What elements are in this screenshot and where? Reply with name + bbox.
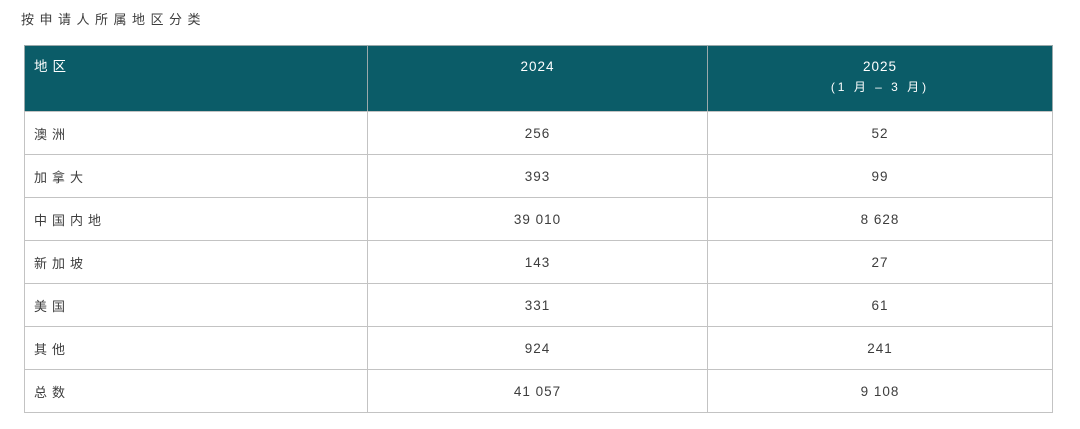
header-cell-region: 地区 [24, 45, 368, 112]
value-2025-cell: 99 [707, 154, 1053, 198]
header-cell-2025: 2025 (1 月 – 3 月) [707, 45, 1053, 112]
region-cell: 美国 [24, 283, 368, 327]
table-row: 加拿大 393 99 [24, 154, 1053, 198]
page: 按申请人所属地区分类 地区 2024 2025 (1 月 – 3 月) 澳洲 2… [0, 9, 1080, 413]
value-2024-cell: 41 057 [367, 369, 708, 413]
table-row: 澳洲 256 52 [24, 111, 1053, 155]
value-2025-cell: 8 628 [707, 197, 1053, 241]
header-2025-period: (1 月 – 3 月) [830, 80, 930, 94]
region-cell: 中国内地 [24, 197, 368, 241]
value-2025-cell: 61 [707, 283, 1053, 327]
value-2024-cell: 256 [367, 111, 708, 155]
region-cell: 新加坡 [24, 240, 368, 284]
region-stats-table: 地区 2024 2025 (1 月 – 3 月) 澳洲 256 52 加拿大 3… [24, 45, 1053, 413]
table-row-total: 总数 41 057 9 108 [24, 369, 1053, 413]
region-cell: 总数 [24, 369, 368, 413]
value-2024-cell: 143 [367, 240, 708, 284]
region-cell: 加拿大 [24, 154, 368, 198]
value-2025-cell: 52 [707, 111, 1053, 155]
table-row: 其他 924 241 [24, 326, 1053, 370]
header-row: 地区 2024 2025 (1 月 – 3 月) [24, 45, 1053, 112]
table-row: 中国内地 39 010 8 628 [24, 197, 1053, 241]
value-2024-cell: 924 [367, 326, 708, 370]
table-header: 地区 2024 2025 (1 月 – 3 月) [24, 45, 1053, 112]
region-cell: 其他 [24, 326, 368, 370]
table-row: 新加坡 143 27 [24, 240, 1053, 284]
header-2025-year: 2025 [862, 59, 898, 74]
table-caption: 按申请人所属地区分类 [21, 12, 207, 27]
value-2024-cell: 39 010 [367, 197, 708, 241]
region-cell: 澳洲 [24, 111, 368, 155]
header-cell-2024: 2024 [367, 45, 708, 112]
table-row: 美国 331 61 [24, 283, 1053, 327]
table-body: 澳洲 256 52 加拿大 393 99 中国内地 39 010 8 628 新… [24, 111, 1053, 413]
value-2024-cell: 393 [367, 154, 708, 198]
value-2025-cell: 27 [707, 240, 1053, 284]
value-2025-cell: 241 [707, 326, 1053, 370]
value-2025-cell: 9 108 [707, 369, 1053, 413]
value-2024-cell: 331 [367, 283, 708, 327]
